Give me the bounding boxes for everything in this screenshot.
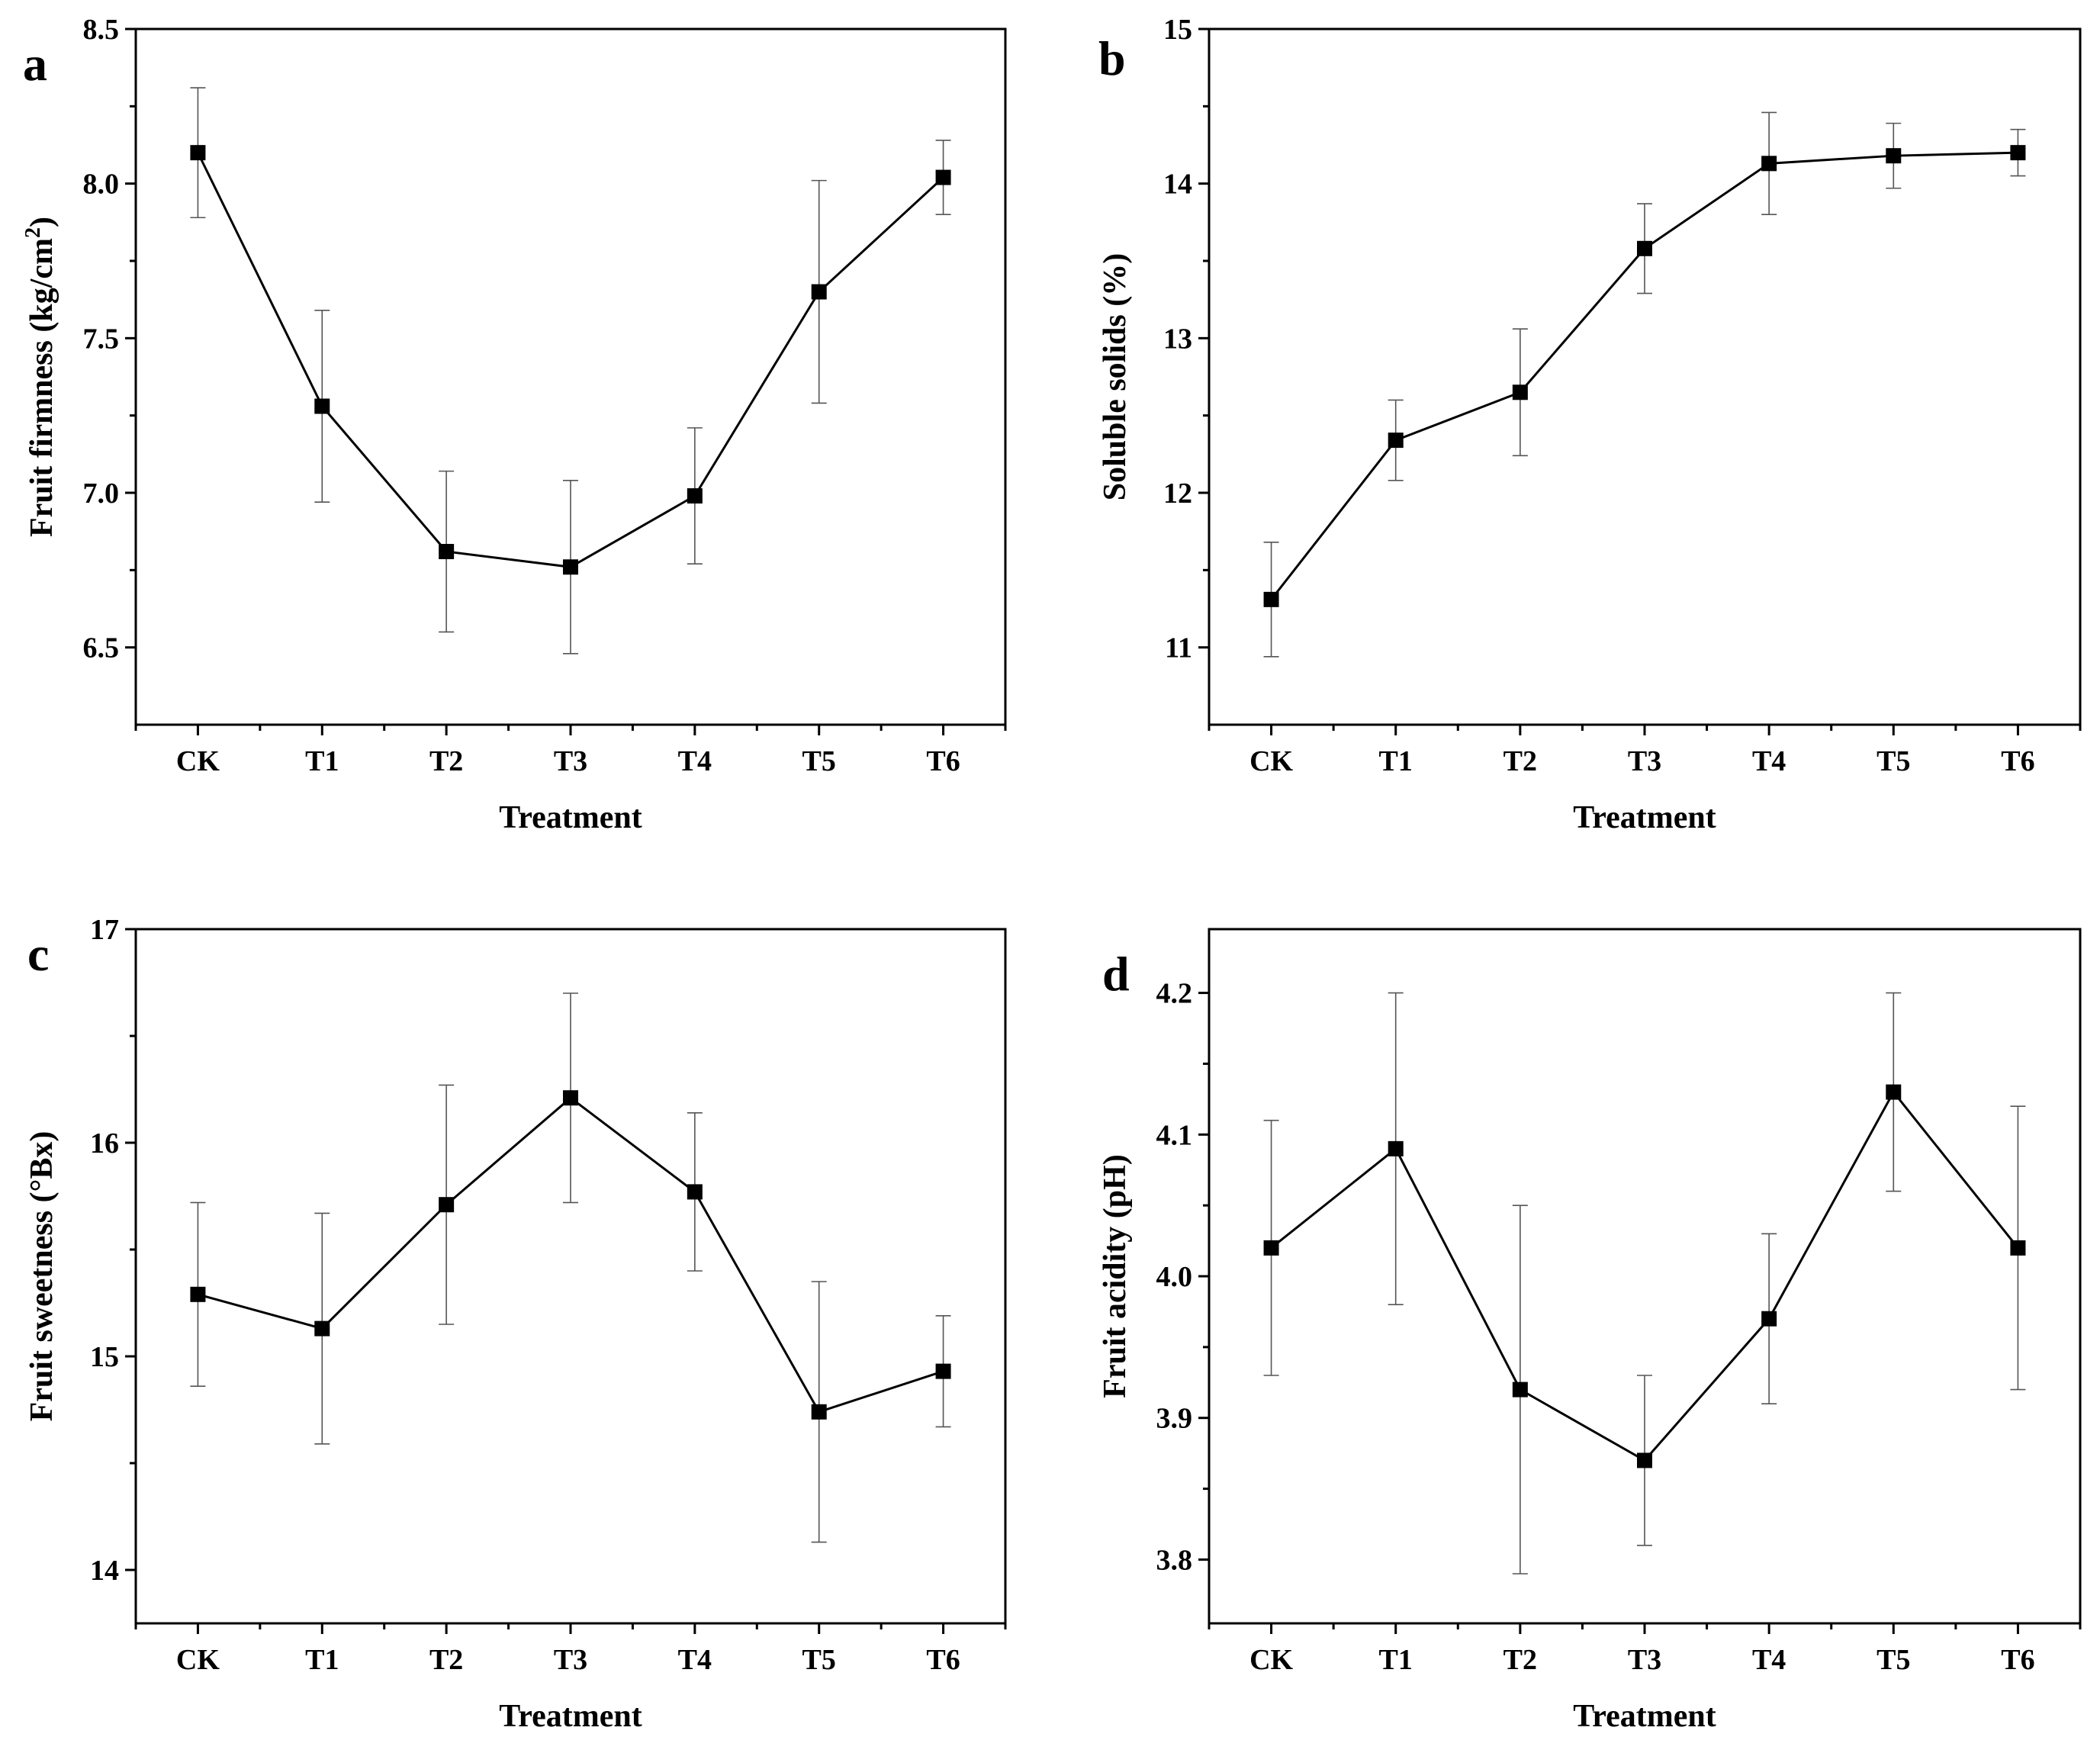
data-point-marker (1512, 384, 1528, 400)
y-tick-label: 14 (90, 1555, 119, 1587)
chart-panel-b: 11 12 13 14 15 CK T1 T2 T3 T4 T5 T6 Treatment Soluble… (1098, 14, 2082, 835)
y-tick-label: 14 (1163, 169, 1192, 201)
data-point-marker (1263, 591, 1279, 607)
x-tick-label: T3 (1628, 1644, 1661, 1676)
data-point-marker (1263, 1240, 1279, 1256)
data-point-marker (1388, 433, 1404, 449)
x-tick-label: CK (1249, 1644, 1293, 1676)
y-tick-label: 4.0 (1156, 1261, 1193, 1293)
x-axis-title: Treatment (1573, 1699, 1716, 1734)
x-tick-label: T3 (554, 1644, 587, 1676)
y-tick-label: 7.5 (83, 323, 120, 355)
y-axis-title: Soluble solids (%) (1098, 253, 1133, 500)
data-point-marker (1761, 1311, 1777, 1327)
x-tick-label: T1 (305, 745, 339, 777)
y-tick-label: 8.5 (83, 14, 120, 46)
x-tick-label: T6 (2001, 745, 2034, 777)
y-tick-label: 6.5 (83, 632, 120, 664)
y-tick-label: 7.0 (83, 478, 120, 510)
y-tick-label: 17 (90, 914, 119, 946)
data-point-marker (563, 1090, 578, 1106)
data-point-marker (2010, 1240, 2026, 1256)
x-axis-title: Treatment (499, 1699, 642, 1734)
y-tick-label: 15 (1163, 14, 1192, 46)
data-point-marker (1388, 1140, 1404, 1156)
y-tick-label: 3.8 (1156, 1544, 1193, 1576)
y-axis-title-main: Fruit acidity (pH) (1098, 1154, 1133, 1398)
panel-letter: c (27, 927, 49, 981)
y-axis-title: Fruit acidity (pH) (1098, 1154, 1133, 1398)
y-axis-title: Fruit sweetness (°Bx) (24, 1131, 59, 1422)
x-tick-label: T4 (678, 1644, 712, 1676)
y-tick-label: 13 (1163, 323, 1192, 355)
data-point-marker (811, 1404, 827, 1420)
x-tick-label: T1 (1379, 745, 1413, 777)
x-axis-title: Treatment (1573, 800, 1716, 835)
y-tick-label: 16 (90, 1127, 119, 1160)
x-tick-label: T2 (1503, 745, 1537, 777)
data-point-marker (1637, 240, 1652, 256)
data-point-marker (439, 1197, 455, 1213)
data-point-marker (314, 1320, 330, 1337)
x-tick-label: T3 (1628, 745, 1661, 777)
x-axis-title: Treatment (499, 800, 642, 835)
data-point-marker (439, 544, 455, 560)
data-point-marker (935, 169, 951, 185)
data-point-marker (190, 1286, 206, 1302)
x-tick-label: T6 (926, 745, 960, 777)
panel-letter: a (23, 37, 47, 91)
x-tick-label: T4 (1752, 745, 1786, 777)
data-point-marker (314, 398, 330, 414)
panel-letter: d (1102, 947, 1130, 1001)
x-tick-label: T2 (429, 1644, 463, 1676)
data-point-marker (687, 488, 703, 504)
x-tick-label: T5 (1876, 745, 1910, 777)
x-tick-label: T3 (554, 745, 587, 777)
chart-panel-a: 6.5 7.0 7.5 8.0 8.5 CK T1 T2 T3 T4 T5 T6 Treatment Fr… (21, 14, 1007, 835)
y-tick-label: 4.2 (1156, 978, 1193, 1010)
y-axis-title-main: Fruit firmness (kg/cm (24, 238, 59, 537)
x-tick-label: T5 (802, 1644, 836, 1676)
x-tick-label: T4 (678, 745, 712, 777)
y-tick-label: 15 (90, 1341, 119, 1373)
data-point-marker (1512, 1382, 1528, 1398)
y-tick-label: 3.9 (1156, 1403, 1193, 1435)
x-tick-label: T5 (802, 745, 836, 777)
data-point-marker (1886, 148, 1902, 164)
x-tick-label: T4 (1752, 1644, 1786, 1676)
data-point-marker (1761, 156, 1777, 172)
x-tick-label: T1 (305, 1644, 339, 1676)
data-point-marker (1637, 1452, 1652, 1468)
data-point-marker (1886, 1084, 1902, 1100)
y-tick-label: 4.1 (1156, 1119, 1193, 1151)
y-axis-title: Fruit firmness (kg/cm2) (21, 217, 59, 537)
data-point-marker (563, 559, 578, 575)
data-point-marker (2010, 145, 2026, 161)
panel-letter: b (1098, 31, 1126, 85)
x-tick-label: T2 (1503, 1644, 1537, 1676)
data-point-marker (190, 145, 206, 161)
x-tick-label: T5 (1876, 1644, 1910, 1676)
chart-panel-c: 14 15 16 17 CK T1 T2 T3 T4 T5 T6 Treatment Fruit swe… (24, 914, 1007, 1734)
y-tick-label: 12 (1163, 478, 1192, 510)
y-axis-title-main: Soluble solids (%) (1098, 253, 1133, 500)
x-tick-label: CK (176, 745, 220, 777)
chart-panel-d: 3.8 3.9 4.0 4.1 4.2 CK T1 T2 T3 T4 T5 T6 Treatment Fr… (1098, 928, 2082, 1734)
x-tick-label: T2 (429, 745, 463, 777)
y-axis-title-end: ) (24, 217, 59, 227)
y-tick-label: 8.0 (83, 169, 120, 201)
y-tick-label: 11 (1165, 632, 1192, 664)
y-axis-title-superscript: 2 (21, 227, 45, 238)
y-axis-title-main: Fruit sweetness (°Bx) (24, 1131, 59, 1422)
data-point-marker (935, 1363, 951, 1379)
x-tick-label: T1 (1379, 1644, 1413, 1676)
data-point-marker (811, 284, 827, 300)
x-tick-label: CK (1249, 745, 1293, 777)
data-point-marker (687, 1184, 703, 1200)
x-tick-label: CK (176, 1644, 220, 1676)
x-tick-label: T6 (2001, 1644, 2034, 1676)
x-tick-label: T6 (926, 1644, 960, 1676)
